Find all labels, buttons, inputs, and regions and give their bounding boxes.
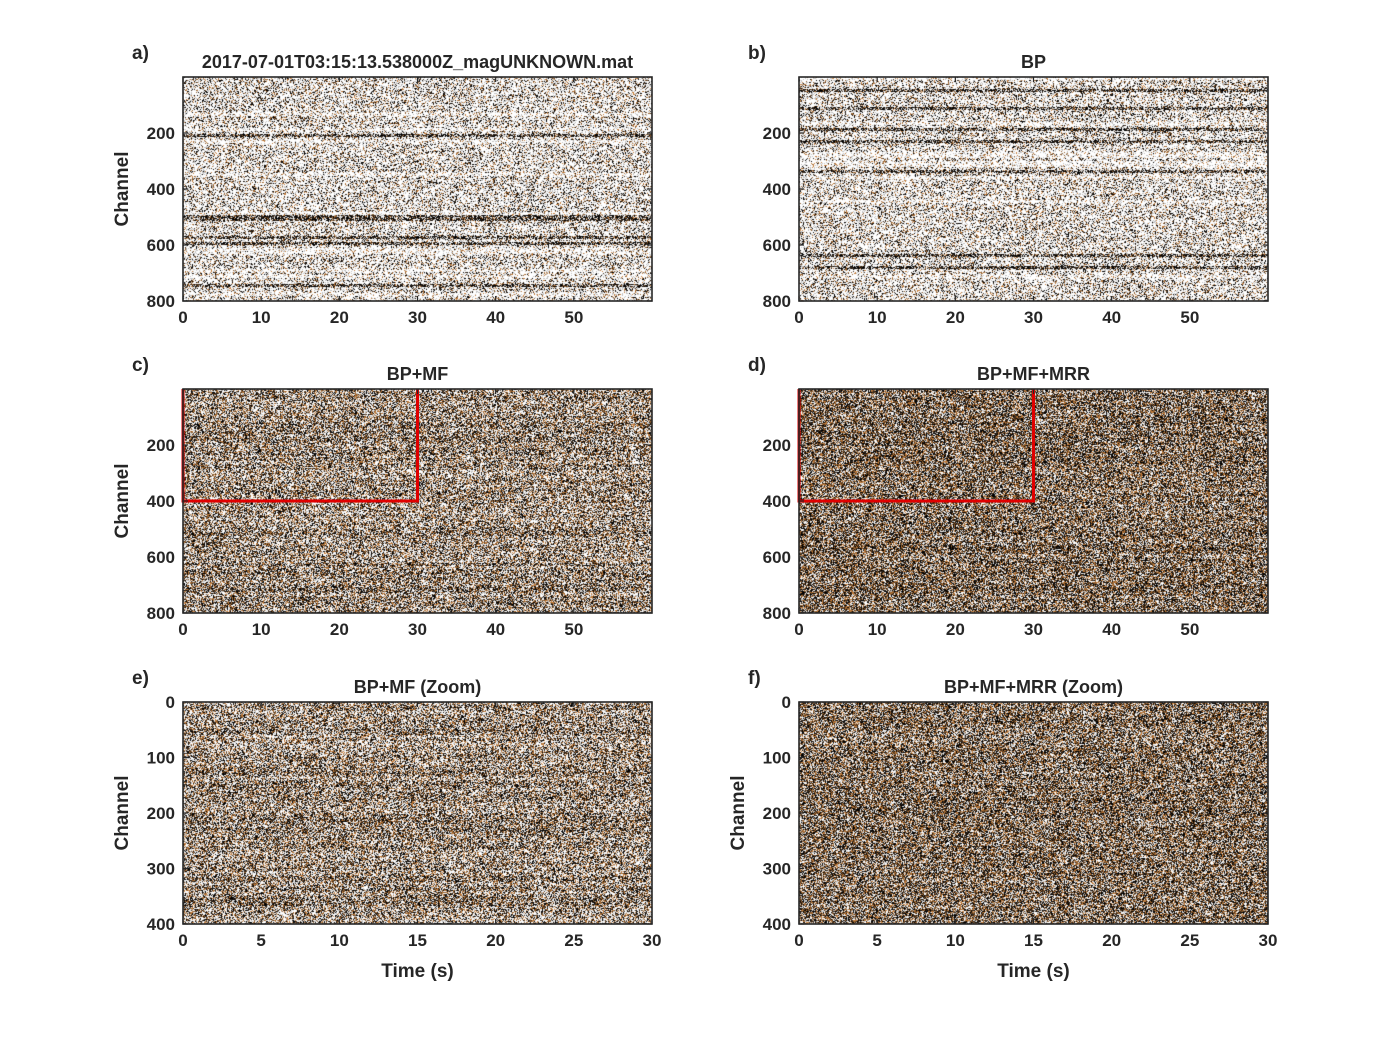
- y-tick-label: 300: [763, 860, 791, 879]
- y-tick-label: 400: [147, 180, 175, 199]
- panel-title: 2017-07-01T03:15:13.538000Z_magUNKNOWN.m…: [202, 52, 633, 72]
- x-tick-label: 0: [794, 931, 803, 950]
- x-tick-label: 0: [178, 931, 187, 950]
- y-tick-label: 200: [147, 804, 175, 823]
- y-axis-label: Channel: [112, 464, 133, 539]
- heatmap-image: [183, 77, 652, 301]
- x-tick-label: 20: [946, 308, 965, 327]
- x-tick-label: 5: [872, 931, 881, 950]
- panel-d: 0 10 20 30 40 50 200 400 600 800 BP+MF+MRR d): [748, 355, 1269, 639]
- panel-title: BP+MF+MRR: [977, 364, 1090, 384]
- x-tick-label: 15: [1024, 931, 1043, 950]
- x-tick-label: 0: [794, 308, 803, 327]
- heatmap-image: [183, 702, 652, 924]
- panel-label: b): [748, 43, 766, 64]
- y-tick-label: 400: [763, 180, 791, 199]
- y-tick-label: 400: [147, 915, 175, 934]
- y-tick-label: 800: [147, 292, 175, 311]
- panel-title: BP: [1021, 52, 1046, 72]
- x-tick-label: 40: [1102, 620, 1121, 639]
- x-tick-label: 10: [252, 308, 271, 327]
- y-tick-label: 800: [147, 604, 175, 623]
- y-tick-label: 400: [147, 492, 175, 511]
- panel-label: c): [132, 355, 149, 376]
- x-tick-label: 25: [1180, 931, 1199, 950]
- x-tick-label: 20: [330, 620, 349, 639]
- x-tick-label: 50: [1180, 308, 1199, 327]
- y-axis-label: Channel: [112, 776, 133, 851]
- x-axis-label: Time (s): [381, 961, 454, 982]
- panel-c: 0 10 20 30 40 50 200 400 600 800 BP+MF c) Channel: [112, 355, 653, 639]
- x-tick-label: 20: [1102, 931, 1121, 950]
- x-tick-label: 30: [408, 620, 427, 639]
- x-tick-label: 20: [486, 931, 505, 950]
- panel-title: BP+MF: [387, 364, 449, 384]
- x-tick-label: 30: [1259, 931, 1278, 950]
- y-tick-label: 0: [166, 693, 175, 712]
- x-tick-label: 20: [946, 620, 965, 639]
- y-tick-label: 100: [147, 749, 175, 768]
- y-tick-label: 0: [782, 693, 791, 712]
- heatmap-image: [799, 77, 1268, 301]
- y-tick-label: 200: [763, 436, 791, 455]
- y-axis-label: Channel: [112, 152, 133, 227]
- x-tick-label: 20: [330, 308, 349, 327]
- x-tick-label: 50: [1180, 620, 1199, 639]
- y-tick-label: 600: [763, 548, 791, 567]
- y-tick-label: 600: [763, 236, 791, 255]
- panel-label: a): [132, 43, 149, 64]
- x-tick-label: 10: [252, 620, 271, 639]
- y-tick-label: 200: [147, 436, 175, 455]
- x-tick-label: 5: [256, 931, 265, 950]
- y-tick-label: 800: [763, 292, 791, 311]
- panel-label: d): [748, 355, 766, 376]
- y-tick-label: 200: [763, 804, 791, 823]
- x-tick-label: 30: [1024, 620, 1043, 639]
- x-tick-label: 30: [1024, 308, 1043, 327]
- x-tick-label: 40: [1102, 308, 1121, 327]
- x-tick-label: 50: [564, 308, 583, 327]
- heatmap-image: [799, 702, 1268, 924]
- x-tick-label: 50: [564, 620, 583, 639]
- y-tick-label: 300: [147, 860, 175, 879]
- panel-title: BP+MF (Zoom): [354, 677, 482, 697]
- x-tick-label: 10: [946, 931, 965, 950]
- x-tick-label: 30: [643, 931, 662, 950]
- x-tick-label: 0: [178, 620, 187, 639]
- x-tick-label: 10: [330, 931, 349, 950]
- x-tick-label: 0: [794, 620, 803, 639]
- y-tick-label: 600: [147, 548, 175, 567]
- y-tick-label: 100: [763, 749, 791, 768]
- y-tick-label: 200: [147, 124, 175, 143]
- y-tick-label: 600: [147, 236, 175, 255]
- y-tick-label: 800: [763, 604, 791, 623]
- panel-a: 0 10 20 30 40 50 200 400 600 800 2017-07-01T03:15:…: [112, 43, 653, 327]
- x-tick-label: 25: [564, 931, 583, 950]
- panel-label: f): [748, 668, 761, 689]
- y-tick-label: 400: [763, 492, 791, 511]
- y-tick-label: 200: [763, 124, 791, 143]
- x-axis-label: Time (s): [997, 961, 1070, 982]
- x-tick-label: 10: [868, 620, 887, 639]
- x-tick-label: 15: [408, 931, 427, 950]
- panel-title: BP+MF+MRR (Zoom): [944, 677, 1123, 697]
- x-tick-label: 10: [868, 308, 887, 327]
- x-tick-label: 40: [486, 620, 505, 639]
- x-tick-label: 40: [486, 308, 505, 327]
- panel-label: e): [132, 668, 149, 689]
- x-tick-label: 0: [178, 308, 187, 327]
- x-tick-label: 30: [408, 308, 427, 327]
- panel-b: 0 10 20 30 40 50 200 400 600 800 BP b): [748, 43, 1269, 327]
- y-tick-label: 400: [763, 915, 791, 934]
- y-axis-label: Channel: [728, 776, 749, 851]
